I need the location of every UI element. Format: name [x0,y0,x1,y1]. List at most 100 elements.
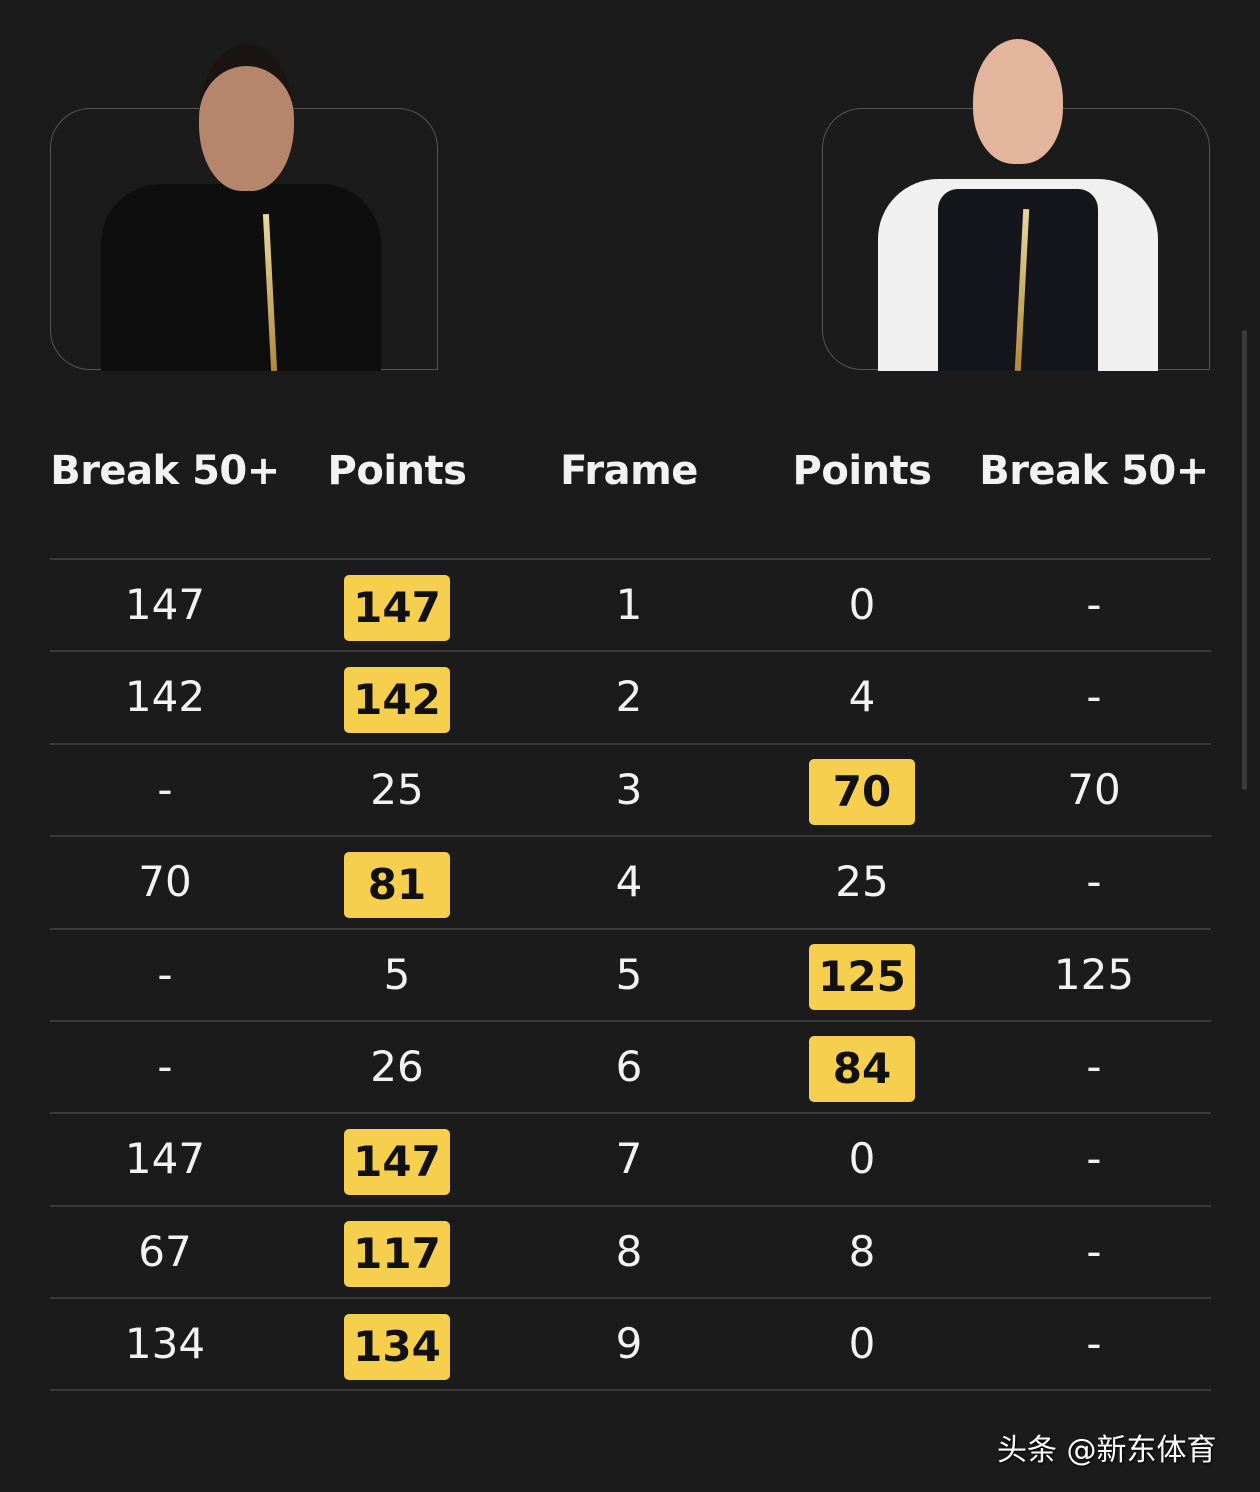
cell-frame: 6 [529,1022,729,1112]
cell-frame: 5 [529,930,729,1020]
cell-frame: 7 [529,1114,729,1204]
cell-left-points: 147 [297,1114,497,1204]
right-break-value: - [1086,580,1102,629]
cell-right-break: - [994,1207,1194,1297]
right-break-value: 70 [1067,764,1121,814]
winning-points-badge: 142 [344,666,450,733]
table-row: 142 142 2 4 - [50,650,1211,742]
table-row: 67 117 8 8 - [50,1204,1211,1297]
frame-value: 1 [615,580,643,629]
cell-right-break: - [994,1022,1194,1112]
frame-value: 9 [615,1319,643,1369]
right-break-value: - [1086,1319,1102,1369]
cell-right-points: 70 [762,745,962,835]
right-break-value: - [1086,1226,1102,1276]
cell-left-points: 117 [297,1207,497,1297]
cell-left-break: 70 [65,837,265,927]
frame-value: 5 [615,949,643,999]
winning-points-badge: 81 [344,851,450,918]
frame-value: 3 [615,764,643,814]
header-left-points: Points [327,448,467,494]
cell-right-points: 84 [762,1022,962,1112]
cell-right-points: 4 [762,652,962,742]
table-row: 70 81 4 25 - [50,835,1211,927]
cell-right-break: - [994,560,1194,650]
cell-left-break: - [65,745,265,835]
winning-points-badge: 70 [809,759,915,826]
cell-left-points: 81 [297,837,497,927]
watermark: 头条 @新东体育 [997,1433,1217,1468]
cell-right-break: - [994,1114,1194,1204]
right-points-value: 8 [848,1226,876,1276]
left-break-value: 147 [124,1134,206,1184]
cell-left-points: 147 [297,560,497,650]
cell-left-break: 142 [65,652,265,742]
cell-left-break: 67 [65,1207,265,1297]
cell-right-points: 125 [762,930,962,1020]
right-points-value: 0 [848,580,876,629]
cell-left-break: 147 [65,560,265,650]
right-break-value: - [1086,1134,1102,1184]
cell-right-points: 0 [762,1114,962,1204]
left-points-value: 26 [370,1041,424,1091]
cell-right-points: 0 [762,1299,962,1389]
right-points-value: 4 [848,672,876,722]
cell-right-break: - [994,1299,1194,1389]
cell-left-points: 134 [297,1299,497,1389]
header-left-break: Break 50+ [50,448,280,494]
left-break-value: 134 [124,1319,206,1369]
winning-points-badge: 125 [809,944,915,1011]
left-break-value: 70 [138,857,192,907]
frame-value: 2 [615,672,643,722]
frame-value: 7 [615,1134,643,1184]
player-photo-right [873,39,1163,372]
cell-right-break: - [994,837,1194,927]
player-photo-left [91,34,391,372]
player-card-left [50,44,438,372]
left-break-value: - [157,949,173,999]
frame-value: 6 [615,1041,643,1091]
left-points-value: 5 [383,949,411,999]
table-row: - 26 6 84 - [50,1019,1211,1112]
right-break-value: - [1086,857,1102,907]
winning-points-badge: 147 [344,574,450,641]
frame-value: 4 [615,857,643,907]
right-points-value: 0 [848,1319,876,1369]
cell-left-points: 25 [297,745,497,835]
cell-left-break: - [65,930,265,1020]
cell-left-break: 147 [65,1114,265,1204]
cell-right-points: 8 [762,1207,962,1297]
table-row: - 5 5 125 125 [50,927,1211,1020]
cell-frame: 2 [529,652,729,742]
header-right-points: Points [792,448,932,494]
table-row: 147 147 7 0 - [50,1112,1211,1204]
cell-right-break: - [994,652,1194,742]
right-points-value: 0 [848,1134,876,1184]
cell-right-points: 25 [762,837,962,927]
right-break-value: 125 [1053,949,1135,999]
cell-right-points: 0 [762,560,962,650]
scrollbar[interactable] [1242,330,1247,790]
player-card-right [822,39,1210,372]
left-break-value: - [157,1041,173,1091]
right-break-value: - [1086,672,1102,722]
cell-left-break: - [65,1022,265,1112]
cell-frame: 4 [529,837,729,927]
table-row: - 25 3 70 70 [50,742,1211,835]
winning-points-badge: 147 [344,1128,450,1195]
cell-frame: 8 [529,1207,729,1297]
cell-left-points: 26 [297,1022,497,1112]
left-points-value: 25 [370,764,424,814]
winning-points-badge: 134 [344,1313,450,1380]
cell-right-break: 125 [994,930,1194,1020]
table-row: 134 134 9 0 - [50,1297,1211,1392]
winning-points-badge: 117 [344,1221,450,1288]
cell-right-break: 70 [994,745,1194,835]
frame-value: 8 [615,1226,643,1276]
cell-left-points: 5 [297,930,497,1020]
left-break-value: 142 [124,672,206,722]
left-break-value: 67 [138,1226,192,1276]
cell-frame: 9 [529,1299,729,1389]
cell-left-break: 134 [65,1299,265,1389]
right-points-value: 25 [835,857,889,907]
